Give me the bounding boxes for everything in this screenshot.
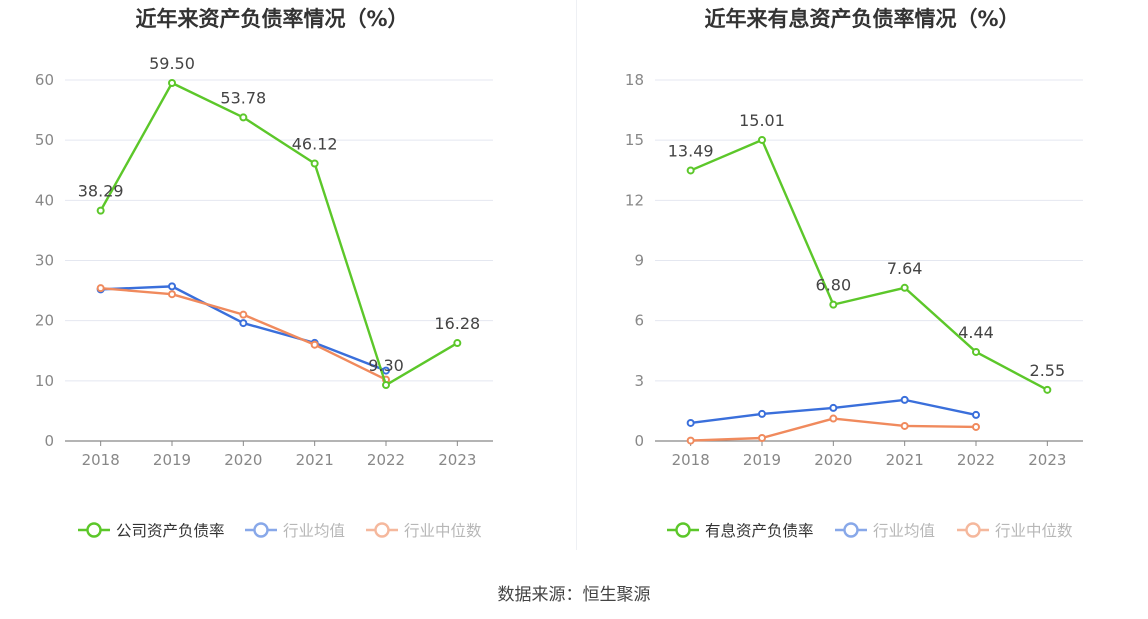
data-point: [239, 113, 248, 122]
data-label: 59.50: [149, 54, 195, 73]
y-tick-label: 0: [634, 432, 644, 450]
data-point: [382, 366, 390, 375]
legend-item: 公司资产负债率: [78, 522, 225, 540]
data-label: 2.55: [1030, 361, 1066, 380]
y-tick-label: 6: [634, 312, 644, 330]
data-point: [972, 410, 980, 419]
legend-item: 有息资产负债率: [667, 522, 814, 540]
data-point: [972, 347, 980, 356]
legend-marker: [843, 522, 859, 538]
chart-title: 近年来资产负债率情况（%）: [135, 7, 408, 31]
y-tick-label: 9: [634, 252, 644, 270]
data-point: [382, 381, 390, 390]
y-tick-label: 10: [35, 372, 54, 390]
data-point: [239, 310, 248, 319]
y-tick-label: 40: [35, 191, 54, 209]
data-point: [900, 421, 909, 430]
y-tick-label: 30: [35, 252, 54, 270]
data-point: [96, 284, 105, 293]
legend-label: 行业中位数: [995, 522, 1073, 540]
data-label: 4.44: [958, 323, 994, 342]
legend-item: 行业均值: [835, 522, 935, 540]
legend-item: 行业中位数: [957, 522, 1073, 540]
x-tick-label: 2022: [957, 451, 995, 469]
data-point: [829, 403, 838, 412]
data-point: [829, 300, 838, 309]
y-tick-label: 18: [625, 71, 644, 89]
data-point: [239, 319, 248, 328]
data-point: [168, 290, 176, 299]
chart-right: 近年来有息资产负债率情况（%） 0 3 6 9 12 15 18 2018 2019 2020 202…: [577, 0, 1148, 560]
data-point: [453, 339, 462, 348]
data-point: [310, 159, 319, 168]
data-point: [96, 206, 105, 215]
legend-marker: [253, 522, 269, 538]
legend-label: 公司资产负债率: [116, 522, 225, 540]
data-point: [686, 166, 695, 175]
x-tick-label: 2021: [886, 451, 924, 469]
data-label: 53.78: [220, 88, 266, 107]
y-tick-label: 12: [625, 191, 644, 209]
data-point: [900, 395, 909, 404]
panel-divider: [576, 0, 577, 550]
x-tick-label: 2021: [296, 451, 334, 469]
data-point: [758, 135, 766, 144]
legend-label: 有息资产负债率: [705, 522, 814, 540]
legend-marker: [86, 522, 102, 538]
x-tick-label: 2018: [82, 451, 120, 469]
legend-label: 行业均值: [283, 522, 345, 540]
x-tick-label: 2020: [814, 451, 852, 469]
x-tick-label: 2019: [743, 451, 781, 469]
data-point: [686, 436, 695, 445]
data-label: 38.29: [78, 182, 124, 201]
series-line-2: [100, 286, 387, 381]
source-text: 数据来源：恒生聚源: [497, 585, 651, 605]
data-point: [758, 433, 766, 442]
legend-item: 行业中位数: [366, 522, 482, 540]
data-point: [168, 282, 176, 291]
data-label: 15.01: [739, 111, 785, 130]
series-line-0: [690, 138, 1048, 391]
series-line-0: [99, 81, 458, 387]
x-tick-label: 2019: [153, 451, 191, 469]
x-tick-label: 2023: [1028, 451, 1066, 469]
data-label: 7.64: [887, 259, 923, 278]
chart-title: 近年来有息资产负债率情况（%）: [704, 7, 1019, 31]
chart-left-svg: 近年来资产负债率情况（%） 0 10 20 30 40 50 60 2018 2019 2020 20…: [35, 7, 493, 540]
data-point: [168, 79, 176, 88]
data-label: 6.80: [816, 276, 852, 295]
data-point: [972, 422, 980, 431]
data-point: [310, 340, 319, 349]
chart-left: 近年来资产负债率情况（%） 0 10 20 30 40 50 60 2018 2019 2020 20…: [0, 0, 576, 560]
y-tick-label: 0: [44, 432, 54, 450]
y-tick-label: 3: [634, 372, 644, 390]
data-label: 16.28: [434, 314, 480, 333]
legend-label: 行业均值: [873, 522, 935, 540]
x-tick-label: 2023: [438, 451, 476, 469]
data-point: [758, 409, 766, 418]
y-tick-label: 15: [625, 131, 644, 149]
data-point: [829, 414, 838, 423]
chart-right-svg: 近年来有息资产负债率情况（%） 0 3 6 9 12 15 18 2018 2019 2020 202…: [625, 7, 1083, 540]
y-tick-label: 20: [35, 312, 54, 330]
legend-item: 行业均值: [245, 522, 345, 540]
legend-marker: [965, 522, 981, 538]
data-label: 46.12: [292, 135, 338, 154]
data-label: 13.49: [668, 141, 714, 160]
data-point: [686, 418, 695, 427]
legend-marker: [374, 522, 390, 538]
data-label: 9.30: [368, 356, 404, 375]
legend-label: 行业中位数: [404, 522, 482, 540]
x-tick-label: 2018: [672, 451, 710, 469]
x-tick-label: 2022: [367, 451, 405, 469]
x-tick-label: 2020: [224, 451, 262, 469]
data-point: [900, 283, 909, 292]
data-point: [1043, 385, 1052, 394]
legend-marker: [675, 522, 691, 538]
y-tick-label: 50: [35, 131, 54, 149]
y-tick-label: 60: [35, 71, 54, 89]
